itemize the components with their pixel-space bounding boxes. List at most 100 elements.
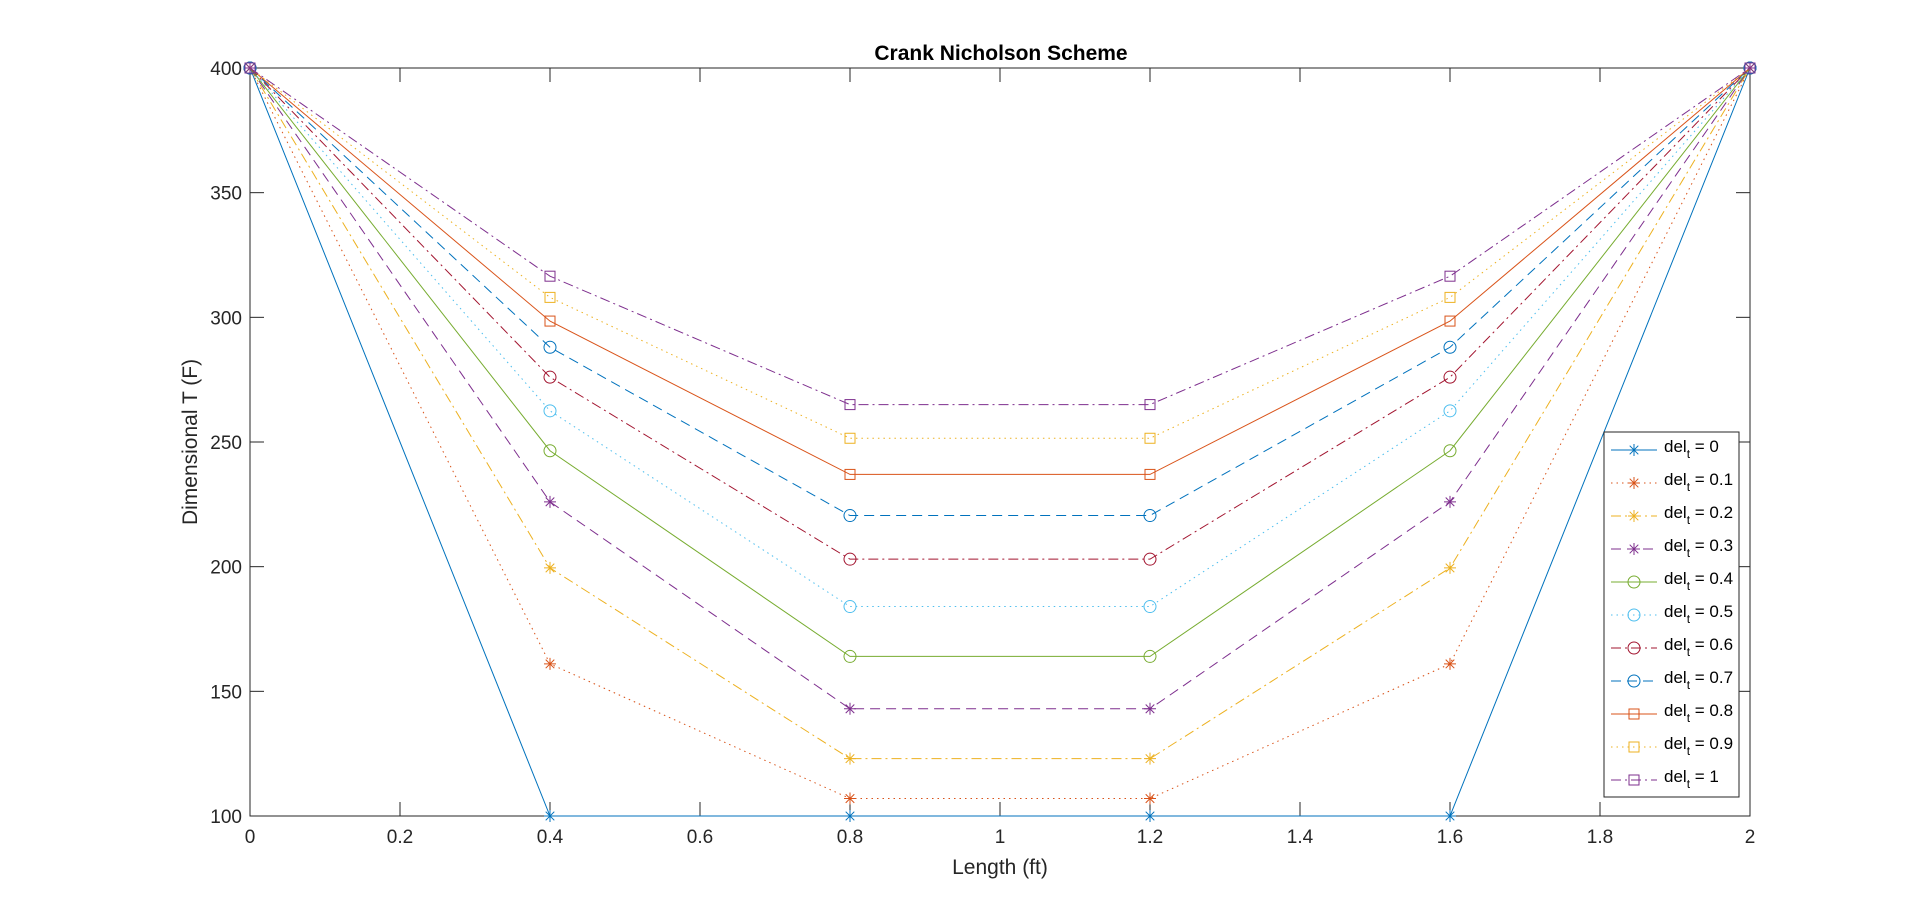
x-tick-label: 0 xyxy=(245,827,256,848)
data-point-circle xyxy=(1627,608,1641,622)
legend-label-value: = 0.2 xyxy=(1690,503,1733,522)
legend-label-value: = 1 xyxy=(1690,767,1719,786)
data-point-square xyxy=(1744,62,1756,74)
legend-label-main: del xyxy=(1664,470,1687,489)
legend-label: delt = 1 xyxy=(1664,767,1719,791)
data-point-square xyxy=(844,432,856,444)
legend-item: delt = 0.2 xyxy=(1611,503,1733,527)
legend-item: delt = 0.1 xyxy=(1611,470,1733,494)
data-point-asterisk xyxy=(1628,510,1640,522)
data-point-asterisk xyxy=(1144,702,1156,715)
data-point-asterisk xyxy=(844,752,856,765)
data-point-square xyxy=(844,399,856,411)
legend-label-value: = 0.6 xyxy=(1690,635,1733,654)
x-tick-label: 0.6 xyxy=(687,827,713,848)
legend-label-subscript: t xyxy=(1687,678,1691,692)
data-point-asterisk xyxy=(544,657,556,670)
legend-label-subscript: t xyxy=(1687,546,1691,560)
x-tick-label: 0.8 xyxy=(837,827,863,848)
data-point-square xyxy=(544,270,556,282)
legend-label-subscript: t xyxy=(1687,447,1691,461)
data-point-asterisk xyxy=(544,561,556,574)
data-point-asterisk xyxy=(844,792,856,805)
legend-label-main: del xyxy=(1664,437,1687,456)
legend-label-main: del xyxy=(1664,536,1687,555)
data-point-asterisk xyxy=(1628,477,1640,489)
data-point-circle xyxy=(543,340,557,354)
legend-item: delt = 0.8 xyxy=(1611,701,1733,725)
series-line xyxy=(249,67,1751,800)
legend-label-value: = 0.4 xyxy=(1690,569,1733,588)
legend-label-main: del xyxy=(1664,734,1687,753)
x-tick-label: 0.4 xyxy=(537,827,564,848)
legend-label-subscript: t xyxy=(1687,513,1691,527)
series-layer xyxy=(243,61,1757,822)
legend-label: delt = 0.1 xyxy=(1664,470,1733,494)
y-tick-label: 250 xyxy=(210,433,242,454)
data-point-asterisk xyxy=(1144,792,1156,805)
series-line xyxy=(249,67,1751,608)
data-point-circle xyxy=(543,444,557,458)
data-point-circle xyxy=(843,552,857,566)
x-tick-label: 1.2 xyxy=(1137,827,1163,848)
data-point-circle xyxy=(843,600,857,614)
y-tick-label: 200 xyxy=(210,558,242,579)
data-point-circle xyxy=(1143,552,1157,566)
legend-label: delt = 0.8 xyxy=(1664,701,1733,725)
series-line xyxy=(249,67,1751,560)
legend-label-subscript: t xyxy=(1687,579,1691,593)
data-point-circle xyxy=(843,649,857,663)
y-tick-label: 150 xyxy=(210,682,242,703)
data-point-square xyxy=(844,468,856,480)
data-point-asterisk xyxy=(844,810,856,822)
data-point-square xyxy=(1144,468,1156,480)
data-point-asterisk xyxy=(1444,657,1456,670)
data-point-asterisk xyxy=(1628,543,1640,555)
legend-label-main: del xyxy=(1664,668,1687,687)
data-point-asterisk xyxy=(1444,495,1456,508)
series-line xyxy=(249,67,1751,406)
series-10 xyxy=(244,62,1756,411)
legend-label-value: = 0 xyxy=(1690,437,1719,456)
legend-item: delt = 0 xyxy=(1611,437,1719,461)
legend-label: delt = 0.7 xyxy=(1664,668,1733,692)
data-point-square xyxy=(1444,270,1456,282)
data-point-asterisk xyxy=(844,702,856,715)
data-point-square xyxy=(1628,708,1640,720)
legend-label-value: = 0.9 xyxy=(1690,734,1733,753)
legend-label-main: del xyxy=(1664,569,1687,588)
series-line xyxy=(249,67,1751,760)
data-point-square xyxy=(244,62,256,74)
legend-label: delt = 0.4 xyxy=(1664,569,1733,593)
series-line xyxy=(249,67,1751,710)
x-tick-label: 1.6 xyxy=(1437,827,1463,848)
plot-area xyxy=(243,61,1757,822)
legend-label-main: del xyxy=(1664,767,1687,786)
data-point-circle xyxy=(1743,61,1757,75)
data-point-asterisk xyxy=(1444,561,1456,574)
series-line xyxy=(249,67,1751,517)
legend-item: delt = 0.3 xyxy=(1611,536,1733,560)
legend-label-value: = 0.7 xyxy=(1690,668,1733,687)
legend-label: delt = 0.3 xyxy=(1664,536,1733,560)
y-axis-label: Dimensional T (F) xyxy=(179,359,202,525)
legend-label-subscript: t xyxy=(1687,744,1691,758)
data-point-asterisk xyxy=(1444,810,1456,822)
legend-label-value: = 0.1 xyxy=(1690,470,1733,489)
data-point-square xyxy=(1144,432,1156,444)
y-tick-label: 100 xyxy=(210,807,242,828)
legend-item: delt = 0.7 xyxy=(1611,668,1733,692)
data-point-square xyxy=(1444,291,1456,303)
legend-label-subscript: t xyxy=(1687,777,1691,791)
legend-label: delt = 0 xyxy=(1664,437,1719,461)
axis-ticks xyxy=(249,67,1751,817)
legend-label-value: = 0.3 xyxy=(1690,536,1733,555)
legend-label: delt = 0.9 xyxy=(1664,734,1733,758)
x-axis-label: Length (ft) xyxy=(952,856,1048,879)
legend-label: delt = 0.2 xyxy=(1664,503,1733,527)
series-line xyxy=(249,67,1751,817)
data-point-square xyxy=(544,291,556,303)
legend-label-main: del xyxy=(1664,503,1687,522)
